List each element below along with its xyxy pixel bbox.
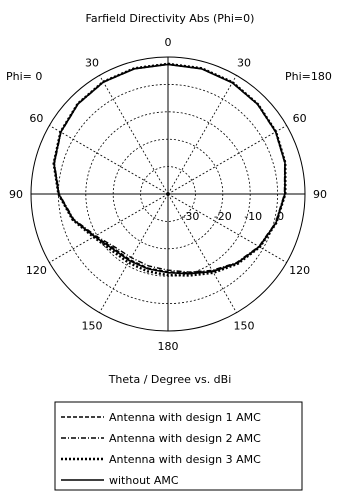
grid-spoke [99,193,169,313]
angle-tick-label: 180 [158,340,179,353]
radial-tick-label: -10 [244,210,262,223]
angle-tick-label: 30 [85,56,99,69]
radial-tick-label: -20 [214,210,232,223]
radial-tick-label: -30 [181,210,199,223]
polar-grid [30,56,306,332]
phi-right-label: Phi=180 [285,70,332,83]
grid-spoke [99,75,169,195]
series-layer [52,62,287,277]
series-line [53,63,286,275]
angle-tick-label: 120 [26,264,47,277]
grid-spoke [167,193,237,313]
angle-tick-label: 60 [293,112,307,125]
grid-spoke [49,193,169,263]
angle-tick-label: 30 [237,56,251,69]
legend-label: without AMC [109,474,179,487]
radial-tick-label: 0 [277,210,284,223]
legend: Antenna with design 1 AMC Antenna with de… [54,401,303,491]
legend-label: Antenna with design 3 AMC [109,453,261,466]
legend-box [54,401,303,491]
grid-spoke [167,125,287,195]
angle-tick-label: 120 [289,264,310,277]
angle-tick-label: 0 [165,36,172,49]
angle-tick-label: 90 [313,188,327,201]
grid-spoke [167,193,287,263]
grid-spoke [167,75,237,195]
x-axis-label: Theta / Degree vs. dBi [108,373,232,386]
angle-tick-label: 60 [29,112,43,125]
angle-tick-label: 150 [82,320,103,333]
tick-labels: 0 30 60 90 120 150 180 30 60 90 120 150 -30 -20 -10 0 [9,36,327,353]
phi-left-label: Phi= 0 [6,70,42,83]
grid-spoke [49,125,169,195]
chart-title: Farfield Directivity Abs (Phi=0) [86,12,255,25]
legend-label: Antenna with design 2 AMC [109,432,261,445]
angle-tick-label: 90 [9,188,23,201]
legend-label: Antenna with design 1 AMC [109,411,261,424]
angle-tick-label: 150 [234,320,255,333]
